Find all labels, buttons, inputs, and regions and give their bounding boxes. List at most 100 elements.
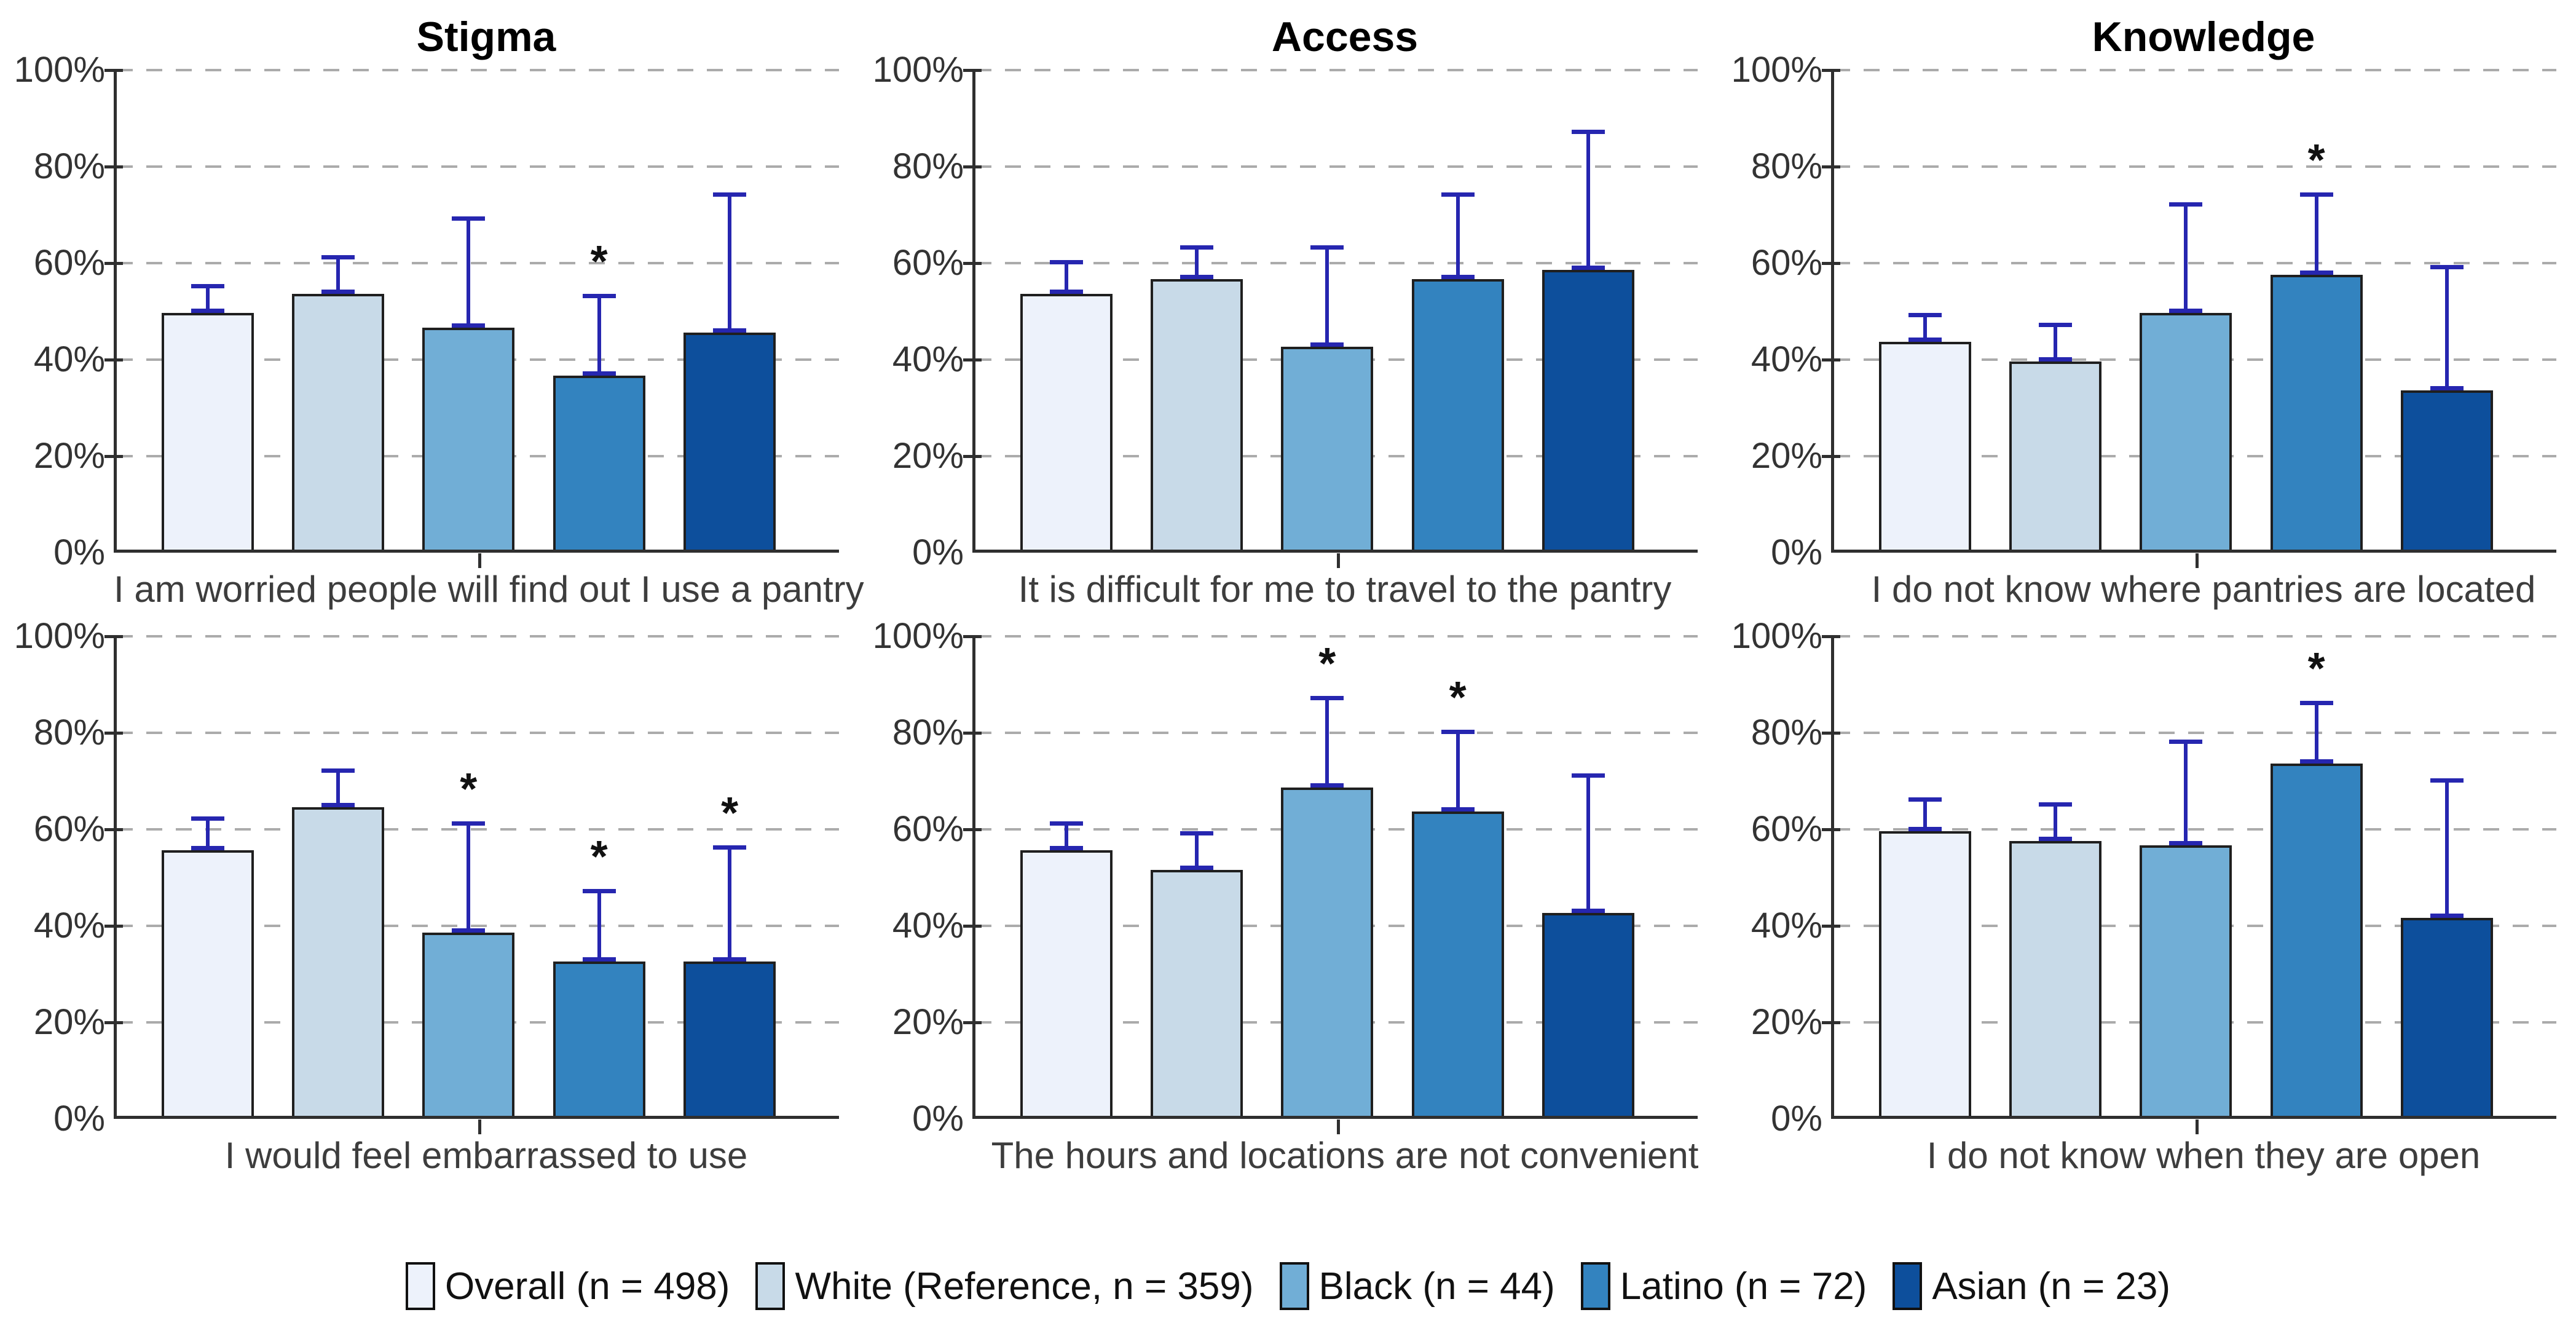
error-bar-upper-cap <box>582 889 616 894</box>
significance-star: * <box>1449 673 1467 722</box>
y-tick-label: 0% <box>912 532 964 572</box>
legend-item-black: Black (n = 44) <box>1279 1262 1555 1310</box>
y-axis-tick-mark <box>1822 454 1840 458</box>
error-bar-upper-cap <box>1180 831 1213 835</box>
panel-grid: Stigma 0% 20% 40% 60% 80% 100% * I am worried pe… <box>0 11 2576 1185</box>
y-tick-label: 100% <box>14 616 105 656</box>
x-axis-tick-mark <box>1336 553 1340 568</box>
bar-latino <box>553 961 645 1116</box>
error-bar-stem <box>1325 696 1329 788</box>
error-bar-stem <box>1325 245 1329 347</box>
bar-asian <box>2401 390 2494 550</box>
error-bar-upper-cap <box>713 845 747 850</box>
error-bar-stem <box>205 284 210 314</box>
y-tick-label: 100% <box>1731 616 1822 656</box>
error-bar-lower-cap <box>2169 841 2203 846</box>
legend: Overall (n = 498) White (Reference, n = 3… <box>0 1262 2576 1310</box>
error-bar-lower-cap <box>1572 265 1605 270</box>
error-bar-lower-cap <box>1049 289 1083 294</box>
gridline-100 <box>1834 635 2556 638</box>
error-bar-stem <box>1455 730 1460 812</box>
error-bar-upper-cap <box>2038 802 2072 807</box>
y-tick-label: 40% <box>1751 906 1822 946</box>
legend-item-asian: Asian (n = 23) <box>1893 1262 2170 1310</box>
error-bar-stem <box>2184 739 2188 846</box>
gridline-100 <box>1834 69 2556 71</box>
bar-latino <box>2270 274 2363 550</box>
error-bar-stem <box>597 889 601 962</box>
bar-overall <box>1020 293 1113 550</box>
y-axis-tick-labels: 0% 20% 40% 60% 80% 100% <box>1717 618 1831 1137</box>
error-bar-upper-cap <box>191 816 224 821</box>
bar-white <box>291 293 384 550</box>
y-tick-label: 0% <box>53 532 105 572</box>
legend-label: White (Reference, n = 359) <box>795 1265 1254 1308</box>
error-bar-lower-cap <box>2038 836 2072 841</box>
y-tick-label: 20% <box>892 1002 964 1042</box>
y-tick-label: 0% <box>912 1099 964 1139</box>
legend-label: Black (n = 44) <box>1318 1265 1555 1308</box>
error-bar-upper-cap <box>1180 245 1213 250</box>
error-bar-stem <box>1064 821 1068 851</box>
error-bar-upper-cap <box>1441 192 1475 197</box>
bar-black <box>2140 845 2232 1116</box>
panel-question-label: I do not know when they are open <box>1926 1135 2481 1176</box>
error-bar-stem <box>467 821 471 933</box>
gridline-80 <box>975 732 1698 734</box>
x-axis-tick-mark <box>478 1120 481 1134</box>
gridline-60 <box>117 262 839 264</box>
bar-white <box>2009 361 2101 550</box>
legend-swatch-overall <box>405 1262 435 1310</box>
y-tick-label: 40% <box>33 906 105 946</box>
error-bar-stem <box>1064 260 1068 294</box>
error-bar-upper-cap <box>1572 773 1605 778</box>
error-bar-lower-cap <box>1180 865 1213 870</box>
y-tick-label: 80% <box>33 146 105 186</box>
significance-star: * <box>721 789 739 839</box>
y-tick-label: 60% <box>892 243 964 283</box>
legend-label: Overall (n = 498) <box>444 1265 730 1308</box>
panel-question-label: I do not know where pantries are located <box>1871 569 2536 610</box>
y-axis-tick-labels: 0% 20% 40% 60% 80% 100% <box>0 52 114 571</box>
error-bar-upper-cap <box>321 768 355 773</box>
bar-black <box>422 932 515 1116</box>
error-bar-lower-cap <box>191 846 224 851</box>
significance-star: * <box>460 765 478 815</box>
panel-title: Knowledge <box>2092 14 2315 60</box>
y-axis-tick-mark <box>1822 731 1840 735</box>
error-bar-stem <box>1586 130 1591 270</box>
bar-asian <box>2401 918 2494 1116</box>
error-bar-upper-cap <box>1908 797 1942 802</box>
error-bar-upper-cap <box>1908 313 1942 318</box>
y-tick-label: 20% <box>33 1002 105 1042</box>
chart-panel-knowledge-row2: 0% 20% 40% 60% 80% 100% * I do not know when th… <box>1717 618 2576 1185</box>
y-tick-label: 0% <box>1771 532 1822 572</box>
legend-item-white: White (Reference, n = 359) <box>755 1262 1254 1310</box>
bar-asian <box>1542 269 1635 550</box>
error-bar-upper-cap <box>2430 778 2464 783</box>
y-axis-tick-mark <box>104 1021 123 1024</box>
plot-area <box>963 68 1698 568</box>
chart-row: 0% 20% 40% 60% 80% 100% * <box>1717 52 2576 571</box>
legend-swatch-black <box>1279 1262 1309 1310</box>
significance-star: * <box>2307 136 2325 186</box>
y-axis-tick-mark <box>104 454 123 458</box>
bar-white <box>1150 279 1243 550</box>
error-bar-lower-cap <box>1310 783 1344 788</box>
significance-star: * <box>590 237 608 286</box>
y-axis-tick-mark <box>1822 165 1840 168</box>
error-bar-stem <box>2445 264 2449 390</box>
plot-area: * * * <box>104 634 839 1134</box>
y-axis-tick-mark <box>963 1021 982 1024</box>
y-axis-tick-mark <box>1822 358 1840 361</box>
y-tick-label: 100% <box>872 50 964 90</box>
y-tick-label: 40% <box>892 906 964 946</box>
error-bar-lower-cap <box>2038 357 2072 361</box>
error-bar-upper-cap <box>1572 130 1605 135</box>
significance-star: * <box>1318 639 1336 689</box>
chart-row: 0% 20% 40% 60% 80% 100% * <box>0 52 859 571</box>
gridline-80 <box>975 165 1698 168</box>
gridline-60 <box>117 828 839 831</box>
error-bar-upper-cap <box>2299 700 2333 705</box>
y-tick-label: 20% <box>1751 436 1822 476</box>
